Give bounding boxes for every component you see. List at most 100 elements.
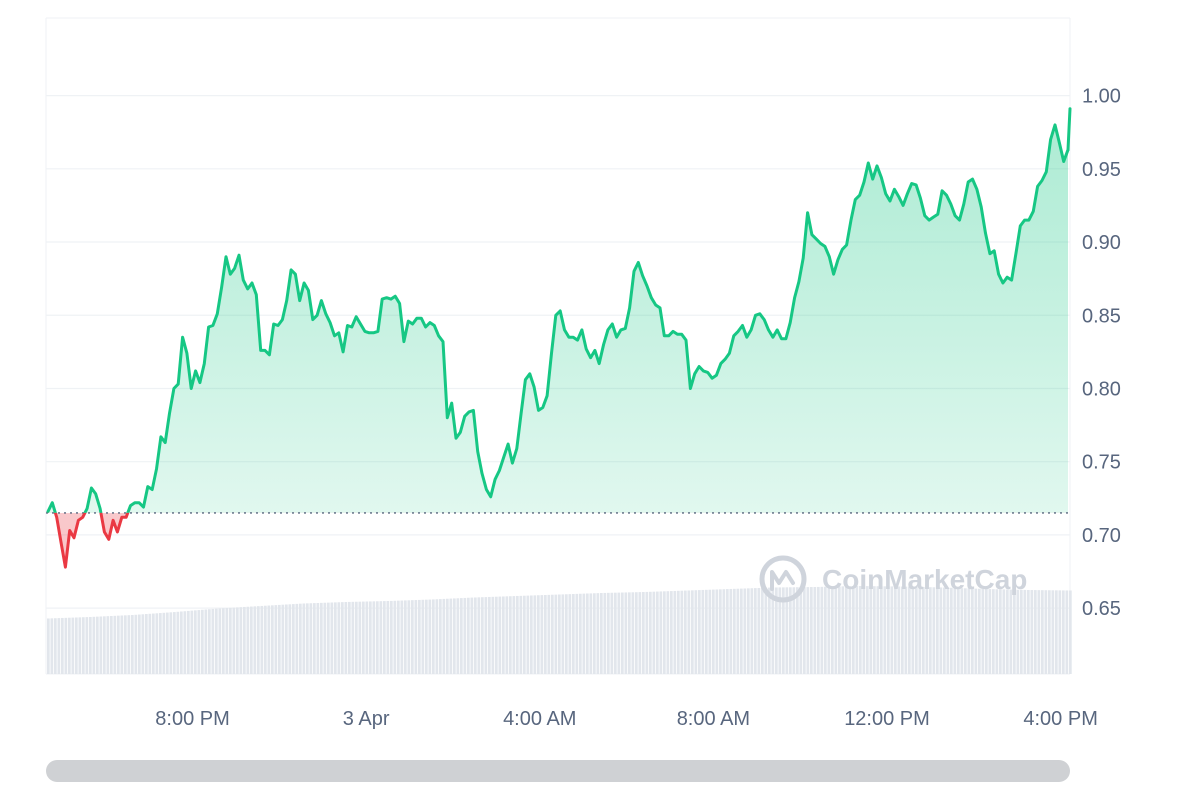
- area-above-baseline: [48, 124, 1068, 513]
- volume-bar: [988, 589, 992, 674]
- volume-bar: [656, 591, 659, 674]
- price-line-end: [1066, 107, 1072, 152]
- volume-bar: [964, 588, 967, 674]
- volume-bar: [631, 592, 635, 674]
- volume-bar: [719, 589, 722, 674]
- volume-bar: [327, 602, 330, 674]
- volume-bar: [736, 588, 740, 674]
- volume-bar: [848, 586, 852, 674]
- volume-bar: [596, 593, 600, 674]
- volume-bar: [131, 615, 134, 674]
- volume-bar: [561, 594, 565, 674]
- volume-bar: [820, 586, 824, 674]
- volume-bar: [288, 604, 292, 674]
- volume-bar: [859, 586, 862, 674]
- y-tick-label: 0.90: [1082, 232, 1121, 254]
- volume-bar: [589, 593, 593, 674]
- volume-bar: [911, 586, 915, 674]
- volume-bar: [1002, 589, 1006, 674]
- volume-bar: [407, 600, 411, 674]
- volume-bar: [771, 587, 775, 674]
- volume-bar: [365, 601, 369, 674]
- volume-bar: [887, 586, 890, 674]
- volume-bar: [54, 618, 57, 674]
- volume-bar: [516, 595, 519, 674]
- volume-bar: [897, 586, 901, 674]
- volume-bar: [103, 616, 106, 674]
- volume-bar: [348, 601, 351, 674]
- volume-bar: [47, 618, 50, 674]
- volume-bar: [1051, 590, 1055, 674]
- x-tick-label: 12:00 PM: [844, 708, 930, 730]
- volume-bar: [890, 586, 894, 674]
- volume-bar: [435, 599, 439, 674]
- x-tick-label: 8:00 PM: [155, 708, 229, 730]
- volume-bar: [960, 588, 964, 674]
- volume-bar: [582, 593, 586, 674]
- volume-bar: [337, 602, 341, 674]
- volume-bar: [1020, 589, 1023, 674]
- volume-bar: [71, 617, 75, 674]
- volume-bar: [316, 602, 320, 674]
- volume-bar: [925, 587, 929, 674]
- volume-bar: [698, 590, 701, 674]
- volume-bar: [684, 590, 687, 674]
- volume-bar: [645, 591, 649, 674]
- volume-bar: [89, 616, 92, 674]
- y-tick-label: 0.95: [1082, 159, 1121, 181]
- volume-bar: [239, 607, 243, 674]
- volume-bar: [225, 607, 229, 674]
- volume-bar: [439, 599, 442, 674]
- volume-bar: [810, 587, 813, 674]
- volume-bar: [376, 601, 379, 674]
- volume-bar: [757, 587, 761, 674]
- volume-bar: [512, 596, 516, 674]
- volume-bar: [180, 611, 183, 674]
- volume-bar: [624, 592, 628, 674]
- volume-bar: [491, 596, 495, 674]
- volume-bar: [670, 591, 673, 674]
- volume-bar: [687, 590, 691, 674]
- volume-bar: [1037, 590, 1041, 674]
- volume-bar: [901, 586, 904, 674]
- volume-bar: [274, 605, 278, 674]
- volume-bar: [967, 588, 971, 674]
- volume-bar: [271, 605, 274, 674]
- volume-bar: [1062, 590, 1065, 674]
- volume-bar: [127, 615, 131, 674]
- volume-bar: [1055, 590, 1058, 674]
- volume-bar: [495, 596, 498, 674]
- volume-bar: [110, 616, 113, 674]
- volume-bar: [334, 602, 337, 674]
- volume-bar: [267, 605, 271, 674]
- volume-bar: [236, 607, 239, 674]
- volume-bar: [526, 595, 530, 674]
- volume-bar: [841, 586, 845, 674]
- volume-bar: [971, 588, 974, 674]
- volume-bar: [113, 615, 117, 674]
- volume-bar: [803, 587, 806, 674]
- volume-bar: [659, 591, 663, 674]
- volume-bar: [747, 588, 750, 674]
- volume-bar: [229, 607, 232, 674]
- volume-bar: [453, 598, 456, 674]
- time-range-scrollbar[interactable]: [46, 760, 1070, 782]
- volume-bar: [138, 614, 141, 674]
- y-tick-label: 0.75: [1082, 452, 1121, 474]
- volume-bar: [281, 604, 285, 674]
- volume-bar: [957, 588, 960, 674]
- volume-bar: [78, 617, 82, 674]
- volume-bar: [978, 588, 981, 674]
- volume-bar: [705, 589, 708, 674]
- volume-bar: [834, 586, 838, 674]
- volume-bar: [537, 595, 540, 674]
- volume-bar: [201, 609, 204, 674]
- volume-bar: [246, 606, 250, 674]
- volume-bar: [250, 606, 253, 674]
- y-tick-label: 0.70: [1082, 525, 1121, 547]
- volume-bar: [278, 604, 281, 674]
- x-tick-label: 4:00 AM: [503, 708, 576, 730]
- volume-bar: [873, 586, 876, 674]
- volume-bar: [404, 600, 407, 674]
